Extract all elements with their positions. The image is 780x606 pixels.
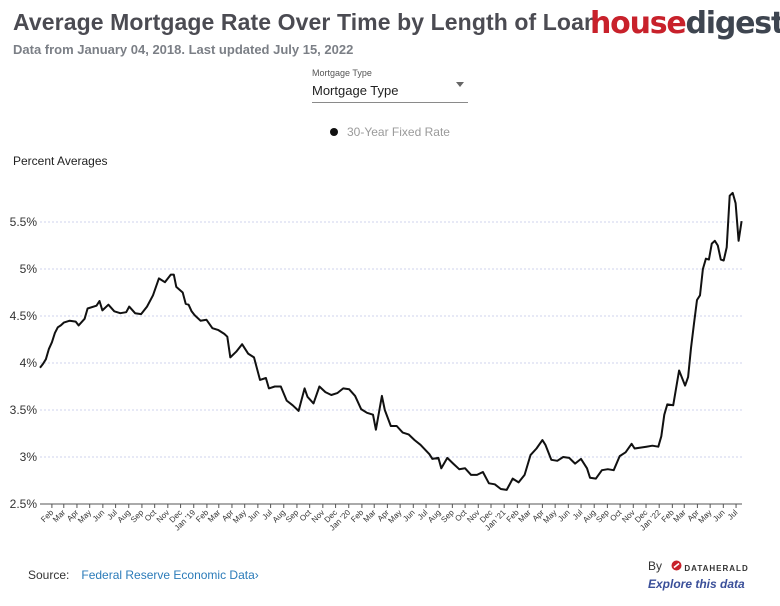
dropdown-label: Mortgage Type <box>312 68 372 78</box>
logo-part-house: house <box>590 6 687 41</box>
logo-part-digest: digest <box>685 6 780 41</box>
legend-label: 30-Year Fixed Rate <box>347 125 450 139</box>
explore-data-link[interactable]: Explore this data <box>648 577 745 591</box>
x-tick-label: Jun <box>711 508 726 523</box>
chart-series <box>39 191 743 491</box>
y-tick-label: 2.5% <box>10 497 38 511</box>
dataherald-icon <box>671 560 682 571</box>
y-axis-ticks: 2.5% 3% 3.5% 4% 4.5% 5% 5.5% <box>10 215 38 511</box>
y-tick-label: 4.5% <box>10 309 38 323</box>
y-tick-label: 4% <box>20 356 38 370</box>
dataherald-wordmark: DATAHERALD <box>684 564 749 573</box>
y-tick-label: 3.5% <box>10 403 38 417</box>
y-tick-label: 3% <box>20 450 38 464</box>
chevron-right-icon: › <box>254 568 259 582</box>
x-tick-label: Jun <box>91 508 106 523</box>
legend-marker <box>330 128 338 136</box>
chart-title: Average Mortgage Rate Over Time by Lengt… <box>13 9 599 35</box>
dropdown-selected-value: Mortgage Type <box>312 83 399 98</box>
source-label: Source: <box>28 568 70 582</box>
series-line <box>39 191 743 491</box>
x-tick-label: Jun <box>401 508 416 523</box>
x-tick-label: Jun <box>246 508 261 523</box>
chart-grid <box>40 221 742 505</box>
byline: By DATAHERALD <box>648 559 749 574</box>
x-tick-label: Jul <box>726 508 740 522</box>
chevron-down-icon[interactable] <box>456 82 464 87</box>
x-tick-label: Jun <box>556 508 571 523</box>
source-line: Source: Federal Reserve Economic Data› <box>28 568 259 582</box>
mortgage-type-dropdown[interactable]: Mortgage Type Mortgage Type <box>312 66 468 103</box>
source-link[interactable]: Federal Reserve Economic Data› <box>81 568 258 582</box>
y-tick-label: 5.5% <box>10 215 38 229</box>
chart-legend[interactable]: 30-Year Fixed Rate <box>330 125 450 139</box>
by-label: By <box>648 559 663 573</box>
source-link-text: Federal Reserve Economic Data <box>81 568 255 582</box>
y-axis-label: Percent Averages <box>13 154 108 168</box>
dataherald-logo[interactable]: DATAHERALD <box>671 560 748 574</box>
housedigest-logo[interactable]: housedigest <box>590 6 780 41</box>
chart-subtitle: Data from January 04, 2018. Last updated… <box>13 42 354 57</box>
y-tick-label: 5% <box>20 262 38 276</box>
